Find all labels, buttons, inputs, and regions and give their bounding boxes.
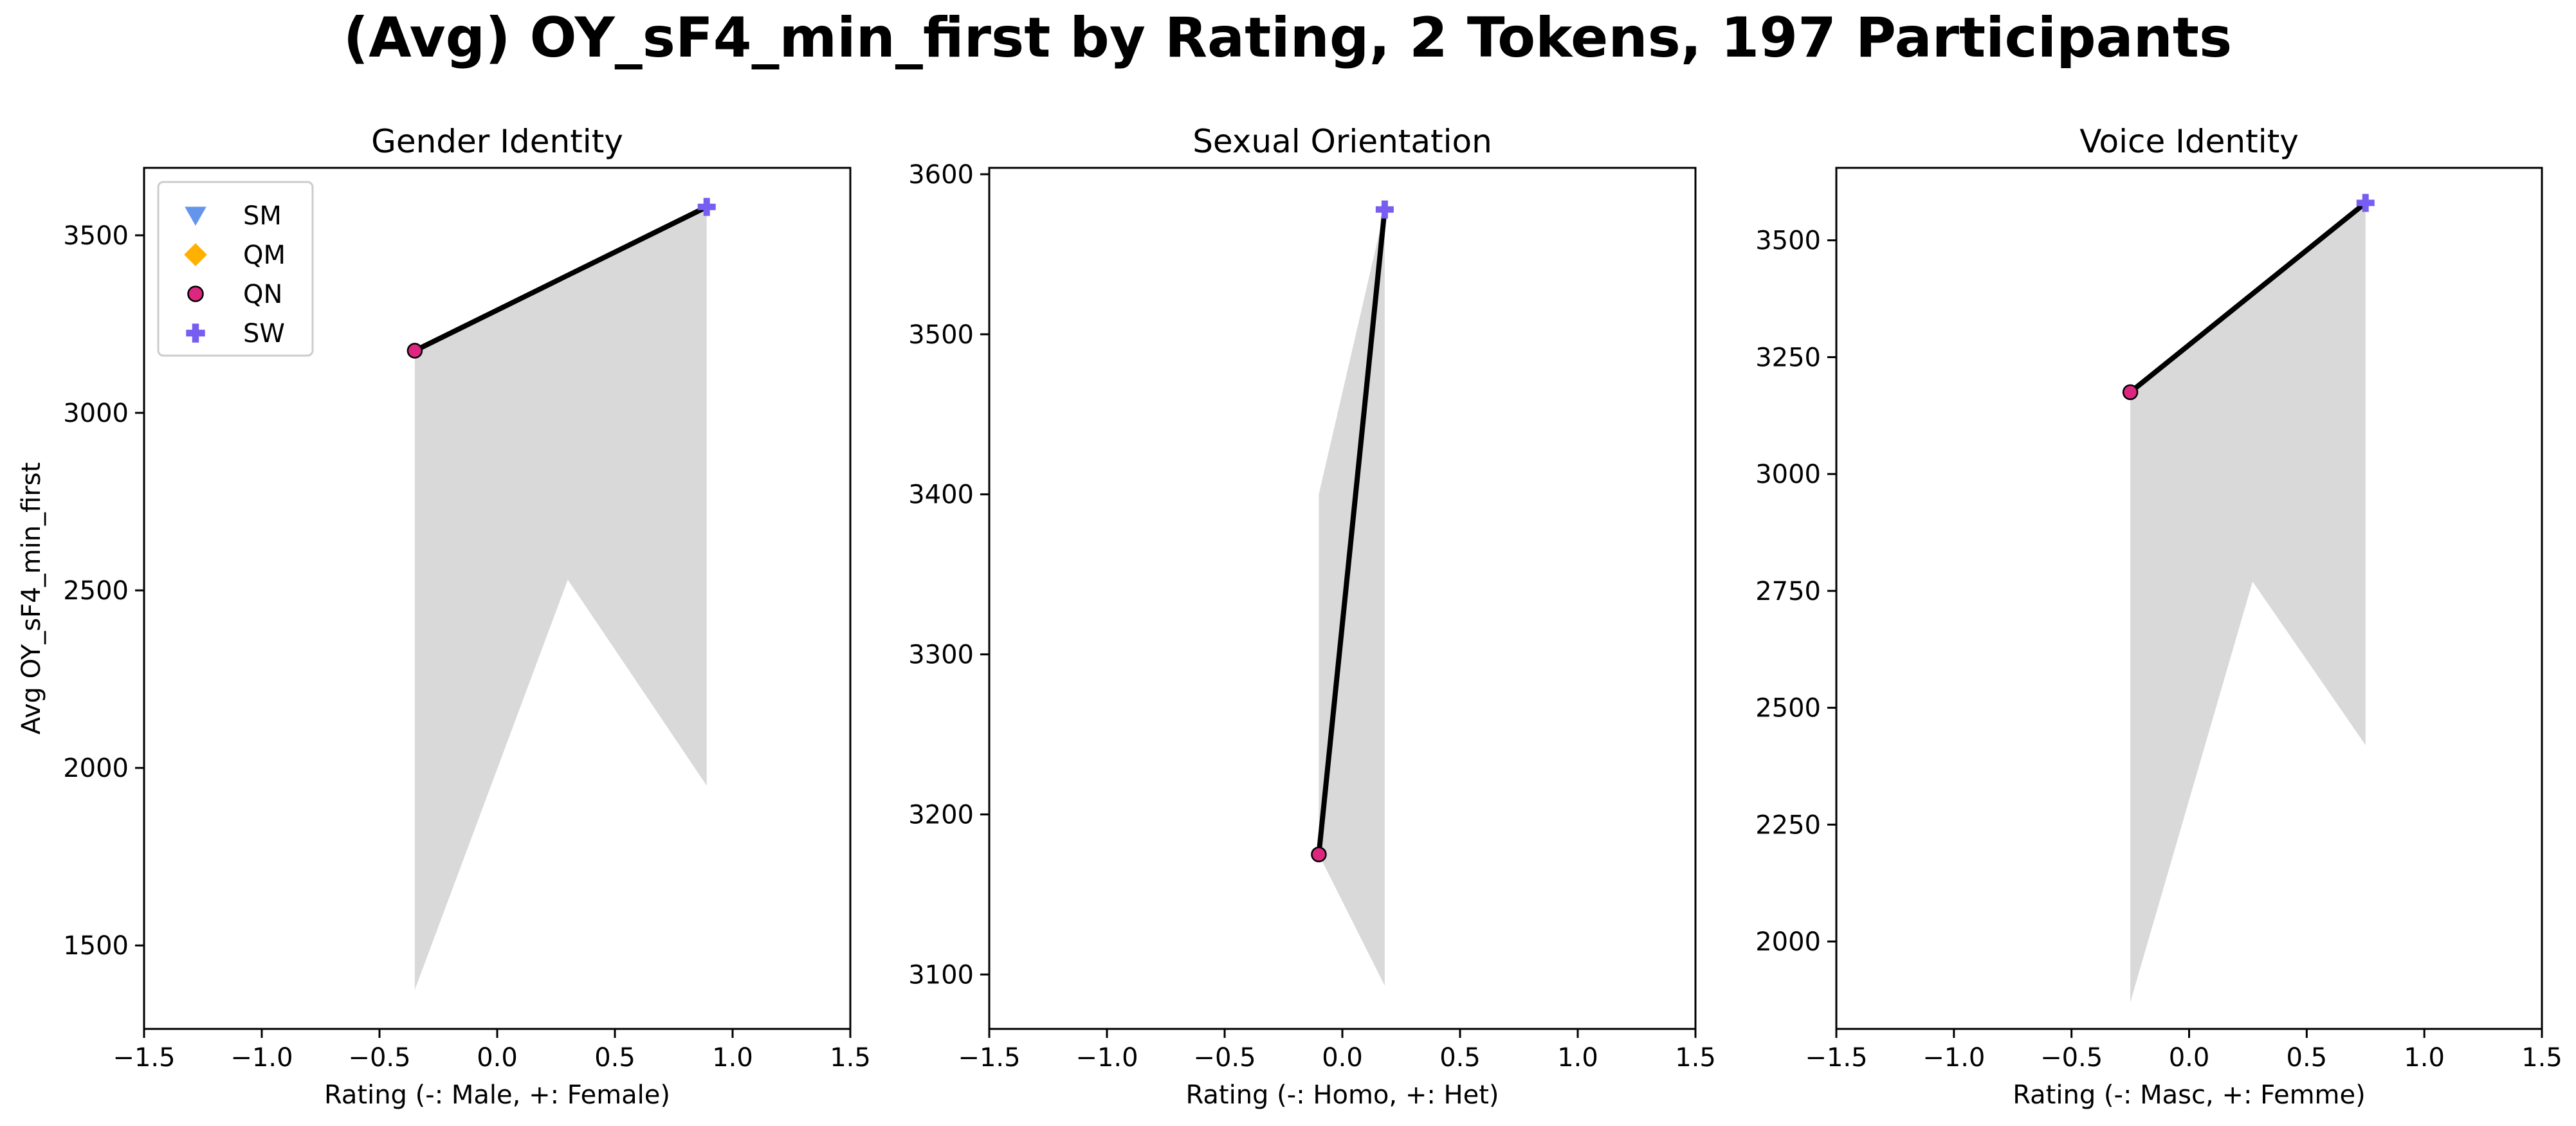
y-tick-label: 3250 [1755, 343, 1821, 372]
y-tick-label: 2250 [1755, 810, 1821, 840]
trend-line [412, 204, 709, 354]
legend-marker-qn [187, 286, 204, 302]
x-tick-label: 1.5 [2521, 1043, 2562, 1073]
y-tick-label: 3400 [908, 480, 974, 510]
confidence-band [1319, 209, 1385, 986]
y-tick-label: 2500 [63, 576, 129, 606]
data-point-sw [1375, 200, 1394, 219]
panel-title: Voice Identity [2079, 123, 2299, 160]
panel-title: Gender Identity [371, 123, 623, 160]
y-tick-label: 1500 [63, 931, 129, 961]
trend-line [2128, 200, 2368, 395]
legend-marker-sw [186, 323, 205, 343]
panel-title: Sexual Orientation [1192, 123, 1492, 160]
x-tick-label: 0.5 [594, 1043, 635, 1073]
x-tick-label: −1.5 [958, 1043, 1020, 1073]
y-tick-label: 3000 [63, 399, 129, 428]
data-point-sw [2356, 194, 2375, 212]
y-tick-label: 2750 [1755, 577, 1821, 606]
x-tick-label: −0.5 [2040, 1043, 2103, 1073]
y-tick-label: 3500 [63, 221, 129, 251]
data-point-qn [406, 343, 423, 359]
legend: SM QM QN SW [157, 181, 314, 357]
legend-marker-qm [184, 243, 207, 266]
x-tick-label: 1.0 [712, 1043, 753, 1073]
data-point-qn [1311, 846, 1327, 862]
legend-label: QN [243, 280, 282, 309]
y-tick-label: 3000 [1755, 460, 1821, 489]
x-axis-label: Rating (-: Male, +: Female) [324, 1080, 670, 1110]
y-axis-label: Avg OY_sF4_min_first [17, 462, 46, 734]
y-tick-label: 3600 [908, 160, 974, 190]
x-tick-label: 1.5 [830, 1043, 871, 1073]
x-tick-label: 1.5 [1675, 1043, 1716, 1073]
legend-label: QM [243, 241, 286, 270]
chart-panel-1: −1.5 −1.0 −0.5 0.0 0.5 1.0 1.5 1500 2000 2500 3000… [17, 123, 871, 1110]
x-tick-label: 0.5 [1439, 1043, 1481, 1073]
confidence-band [2130, 203, 2366, 1003]
x-tick-label: −1.5 [113, 1043, 175, 1073]
x-tick-label: −0.5 [348, 1043, 410, 1073]
x-tick-label: 0.0 [477, 1043, 518, 1073]
x-tick-label: −1.5 [1805, 1043, 1867, 1073]
x-tick-label: 0.0 [2169, 1043, 2210, 1073]
figure-title: (Avg) OY_sF4_min_first by Rating, 2 Toke… [343, 6, 2232, 70]
y-tick-label: 3500 [1755, 226, 1821, 256]
y-tick-label: 2000 [1755, 927, 1821, 957]
x-axis-label: Rating (-: Masc, +: Femme) [2013, 1080, 2365, 1110]
y-tick-label: 2000 [63, 754, 129, 783]
x-tick-label: 1.0 [2404, 1043, 2445, 1073]
legend-label: SW [243, 319, 285, 349]
y-tick-label: 3300 [908, 640, 974, 670]
x-tick-label: −1.0 [1075, 1043, 1138, 1073]
chart-panel-3: −1.5 −1.0 −0.5 0.0 0.5 1.0 1.5 2000 2250 2500 2750… [1755, 123, 2562, 1110]
chart-panel-2: −1.5 −1.0 −0.5 0.0 0.5 1.0 1.5 3100 3200 3300 3400… [908, 123, 1716, 1110]
x-tick-label: 0.5 [2287, 1043, 2328, 1073]
y-tick-label: 3500 [908, 320, 974, 350]
x-tick-label: −1.0 [230, 1043, 293, 1073]
confidence-band [414, 206, 707, 990]
y-tick-label: 2500 [1755, 694, 1821, 723]
legend-label: SM [243, 201, 282, 231]
x-axis-label: Rating (-: Homo, +: Het) [1185, 1080, 1499, 1110]
data-point-sw [697, 197, 716, 216]
x-tick-label: 0.0 [1322, 1043, 1363, 1073]
y-tick-label: 3100 [908, 960, 974, 990]
y-tick-label: 3200 [908, 800, 974, 830]
x-tick-label: −0.5 [1193, 1043, 1256, 1073]
legend-marker-sm [185, 206, 206, 226]
legend-box [157, 181, 314, 357]
x-tick-label: 1.0 [1557, 1043, 1598, 1073]
trend-line [1316, 206, 1387, 857]
x-tick-label: −1.0 [1923, 1043, 1985, 1073]
data-point-qn [2122, 384, 2139, 401]
